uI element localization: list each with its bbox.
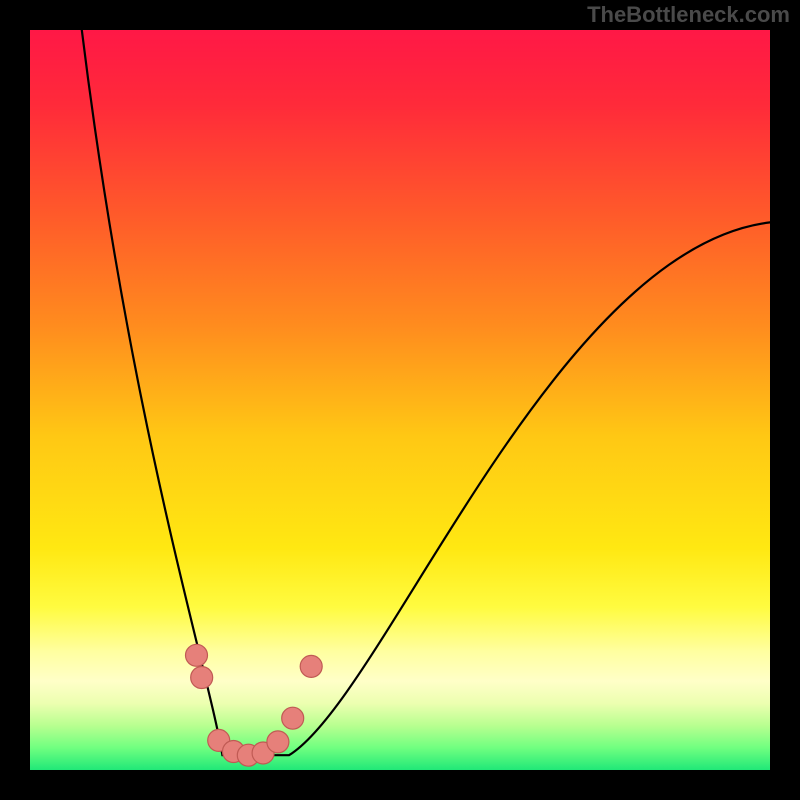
watermark-text: TheBottleneck.com	[587, 2, 790, 28]
data-marker	[267, 731, 289, 753]
data-marker	[282, 707, 304, 729]
bottleneck-chart	[0, 0, 800, 800]
data-marker	[300, 655, 322, 677]
data-marker	[186, 644, 208, 666]
data-marker	[191, 667, 213, 689]
